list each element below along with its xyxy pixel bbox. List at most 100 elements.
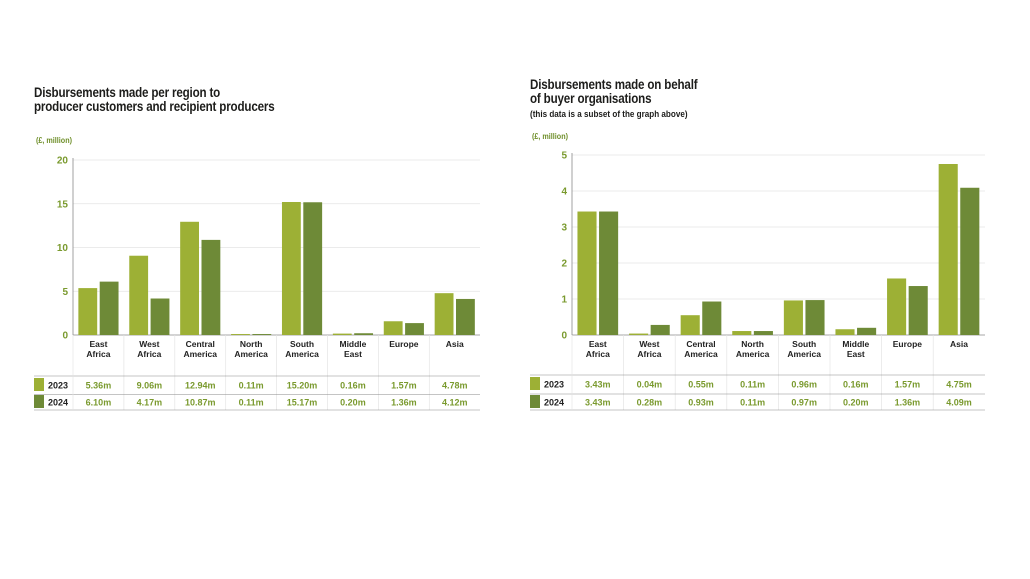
bar-2024-central-america <box>702 301 722 335</box>
data-label-2023: 0.04m <box>637 380 663 390</box>
chart-title-line2: of buyer organisations <box>530 91 652 106</box>
x-tick-label: Middle <box>842 339 869 349</box>
data-label-2024: 0.93m <box>688 398 714 408</box>
x-tick-label: East <box>847 349 865 359</box>
bar-2023-asia <box>434 293 454 335</box>
bar-2024-central-america <box>201 239 221 335</box>
y-tick-label: 5 <box>62 287 68 298</box>
data-label-2023: 5.36m <box>86 381 112 391</box>
data-label-2024: 4.12m <box>442 398 468 408</box>
x-tick-label: West <box>639 339 659 349</box>
bar-2023-east-africa <box>577 211 597 335</box>
data-label-2024: 0.11m <box>740 398 765 408</box>
y-tick-label: 5 <box>561 151 567 162</box>
bar-2023-west-africa <box>129 255 149 335</box>
x-tick-label: America <box>787 349 821 359</box>
x-tick-label: West <box>139 339 159 349</box>
chart-per-region: Disbursements made per region to produce… <box>0 0 500 579</box>
y-tick-label: 20 <box>57 156 69 167</box>
unit-label: (£, million) <box>36 136 72 145</box>
x-tick-label: South <box>792 339 816 349</box>
chart-buyer-organisations: Disbursements made on behalf of buyer or… <box>500 0 1030 579</box>
x-tick-label: Asia <box>950 339 968 349</box>
chart-svg: 05101520EastAfrica5.36m6.10mWestAfrica9.… <box>34 156 480 411</box>
data-label-2024: 15.17m <box>287 398 318 408</box>
unit-label: (£, million) <box>532 132 568 141</box>
y-tick-label: 10 <box>57 243 69 254</box>
data-label-2023: 9.06m <box>137 381 163 391</box>
x-tick-label: Middle <box>339 339 366 349</box>
x-tick-label: North <box>240 339 263 349</box>
data-label-2023: 0.16m <box>843 380 869 390</box>
x-tick-label: Africa <box>586 349 610 359</box>
data-label-2024: 10.87m <box>185 398 216 408</box>
y-tick-label: 3 <box>561 223 567 234</box>
bar-2024-middle-east <box>857 327 877 335</box>
x-tick-label: Asia <box>446 339 464 349</box>
bar-2024-asia <box>960 187 980 335</box>
data-label-2023: 0.11m <box>740 380 765 390</box>
bar-2024-middle-east <box>354 333 374 335</box>
y-tick-label: 0 <box>561 331 567 342</box>
legend-label-2023: 2023 <box>48 381 68 391</box>
y-tick-label: 0 <box>62 331 68 342</box>
bar-2024-europe <box>405 323 424 335</box>
data-label-2024: 4.17m <box>137 398 163 408</box>
x-tick-label: Africa <box>637 349 661 359</box>
legend-swatch-2024 <box>530 395 540 408</box>
bar-2024-north-america <box>753 331 773 335</box>
bar-2023-south-america <box>783 300 803 335</box>
chart-title-line1: Disbursements made per region to <box>34 85 221 100</box>
legend-label-2024: 2024 <box>48 398 68 408</box>
bar-2023-middle-east <box>835 329 855 335</box>
x-tick-label: South <box>290 339 314 349</box>
x-tick-label: Africa <box>86 349 110 359</box>
x-tick-label: North <box>741 339 764 349</box>
legend-label-2024: 2024 <box>544 398 564 408</box>
bar-2023-west-africa <box>629 333 649 335</box>
data-label-2024: 0.11m <box>239 398 264 408</box>
x-tick-label: Europe <box>389 339 419 349</box>
legend-label-2023: 2023 <box>544 380 564 390</box>
bar-2024-north-america <box>252 334 272 335</box>
legend-swatch-2023 <box>530 377 540 390</box>
x-tick-label: America <box>183 349 217 359</box>
data-label-2024: 6.10m <box>86 398 112 408</box>
x-tick-label: America <box>234 349 268 359</box>
data-label-2024: 0.20m <box>340 398 366 408</box>
data-label-2024: 0.97m <box>791 398 817 408</box>
bar-2023-asia <box>938 164 958 335</box>
data-label-2023: 0.96m <box>791 380 817 390</box>
bar-2023-central-america <box>180 221 199 335</box>
x-tick-label: East <box>89 339 107 349</box>
bar-2023-middle-east <box>332 333 352 335</box>
data-label-2023: 4.75m <box>946 380 972 390</box>
chart-subtitle: (this data is a subset of the graph abov… <box>530 109 688 119</box>
chart-title-line2: producer customers and recipient produce… <box>34 99 275 114</box>
data-label-2024: 0.28m <box>637 398 663 408</box>
data-label-2023: 4.78m <box>442 381 468 391</box>
data-label-2024: 3.43m <box>585 398 611 408</box>
bar-2024-south-america <box>805 300 825 335</box>
data-label-2024: 1.36m <box>895 398 921 408</box>
x-tick-label: East <box>344 349 362 359</box>
data-label-2024: 1.36m <box>391 398 417 408</box>
data-label-2023: 0.55m <box>688 380 714 390</box>
x-tick-label: Africa <box>137 349 161 359</box>
x-tick-label: America <box>684 349 718 359</box>
bar-2024-south-america <box>303 202 323 335</box>
bar-2024-west-africa <box>150 298 170 335</box>
y-tick-label: 4 <box>561 187 567 198</box>
bar-2024-east-africa <box>99 281 119 335</box>
y-tick-label: 2 <box>561 259 567 270</box>
bar-2024-asia <box>456 298 475 335</box>
bar-2023-north-america <box>732 331 752 335</box>
chart-title-line1: Disbursements made on behalf <box>530 77 698 92</box>
data-label-2023: 12.94m <box>185 381 216 391</box>
x-tick-label: Central <box>186 339 215 349</box>
x-tick-label: America <box>285 349 319 359</box>
data-label-2023: 1.57m <box>895 380 921 390</box>
bar-2023-europe <box>887 278 907 335</box>
x-tick-label: America <box>736 349 770 359</box>
bar-2024-west-africa <box>650 324 670 335</box>
